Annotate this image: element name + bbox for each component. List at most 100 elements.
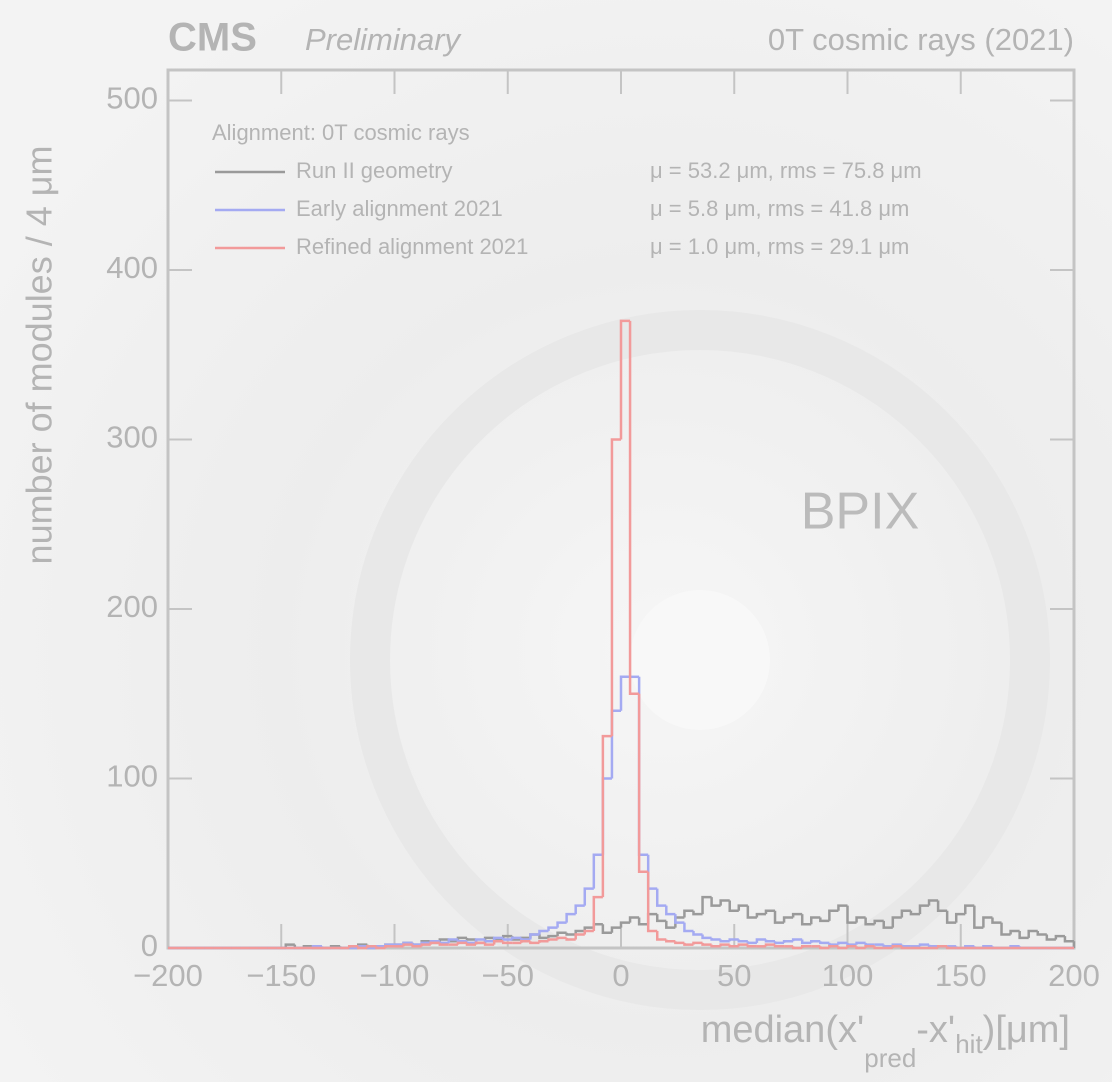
histogram-bin xyxy=(619,319,631,440)
legend-stats: μ = 1.0 μm, rms = 29.1 μm xyxy=(650,234,909,259)
histogram-bin xyxy=(692,931,703,936)
histogram-bin xyxy=(882,920,893,929)
histogram-bin xyxy=(855,941,866,945)
histogram-bin xyxy=(492,939,504,945)
histogram-bin xyxy=(773,910,785,924)
histogram-bin xyxy=(646,871,658,933)
x-tick-label: −200 xyxy=(133,958,203,993)
histogram-bin xyxy=(855,946,866,950)
histogram-bin xyxy=(619,921,631,928)
histogram-bin xyxy=(791,938,803,942)
x-label-part: )[μm] xyxy=(983,1009,1070,1051)
histogram-bin xyxy=(347,945,359,948)
histogram-bin xyxy=(891,945,902,948)
histogram-bin xyxy=(737,943,748,947)
histogram-bin xyxy=(737,904,748,911)
histogram-bin xyxy=(420,943,431,947)
histogram-bin xyxy=(637,917,649,926)
chart-subtitle: Preliminary xyxy=(305,22,463,57)
histogram-bin xyxy=(665,939,676,943)
y-tick-label: 400 xyxy=(106,250,158,285)
histogram-bin xyxy=(683,942,694,946)
histogram-bin xyxy=(746,944,757,948)
histogram-bin xyxy=(610,926,621,933)
histogram-bin xyxy=(909,910,920,916)
y-tick-label: 200 xyxy=(106,589,158,624)
histogram-bin xyxy=(791,912,803,918)
histogram-bin xyxy=(683,922,694,933)
histogram-bin xyxy=(692,941,703,945)
histogram-bin xyxy=(755,938,766,943)
histogram-bin xyxy=(954,912,966,923)
x-label-part: pred xyxy=(864,1043,916,1073)
histogram-bin xyxy=(565,932,576,936)
histogram-bin xyxy=(846,942,857,946)
legend-title: Alignment: 0T cosmic rays xyxy=(212,120,470,145)
histogram-bin xyxy=(1054,934,1065,940)
histogram-bin xyxy=(982,916,993,928)
histogram-bin xyxy=(710,897,721,907)
histogram-bin xyxy=(964,904,975,915)
histogram-bin xyxy=(1000,922,1011,936)
histogram-bin xyxy=(764,943,776,947)
histogram-bin xyxy=(665,905,676,916)
histogram-bin xyxy=(628,320,640,696)
histogram-bin xyxy=(601,924,612,934)
histogram-bin xyxy=(674,941,685,945)
histogram-bin xyxy=(1045,934,1056,941)
histogram-bin xyxy=(610,438,621,737)
legend-stats: μ = 53.2 μm, rms = 75.8 μm xyxy=(650,158,922,183)
histogram-bin xyxy=(547,934,558,938)
histogram-bin xyxy=(655,888,667,907)
histogram-bin xyxy=(710,937,721,941)
histogram-bin xyxy=(800,939,812,945)
x-axis-label: median(x'pred-x'hit)[μm] xyxy=(701,1009,1070,1073)
histogram-bin xyxy=(402,943,413,947)
histogram-bin xyxy=(1009,929,1020,935)
histogram-bin xyxy=(601,734,612,898)
histogram-bin xyxy=(529,933,540,940)
histogram-bin xyxy=(991,917,1002,924)
x-label-part: median(x' xyxy=(701,1009,865,1051)
histogram-bin xyxy=(701,942,712,946)
histogram-bin xyxy=(864,942,875,946)
histogram-bin xyxy=(873,946,884,950)
histogram-bin xyxy=(556,921,567,928)
histogram-bin xyxy=(592,853,603,889)
histogram-bin xyxy=(384,945,395,948)
histogram-bin xyxy=(846,945,857,948)
histogram-bin xyxy=(565,937,576,941)
histogram-bin xyxy=(565,912,576,923)
histogram-bin xyxy=(501,937,513,941)
histogram-bin xyxy=(655,914,667,923)
histogram-bin xyxy=(945,910,957,924)
histogram-bin xyxy=(719,939,730,943)
histogram-bin xyxy=(429,941,440,945)
histogram-bin xyxy=(791,946,803,950)
histogram-bin xyxy=(701,934,712,940)
x-label-part: -x' xyxy=(916,1009,955,1051)
histogram-bin xyxy=(864,917,875,926)
histogram-bin xyxy=(1027,929,1038,938)
x-tick-label: −150 xyxy=(246,958,316,993)
histogram-bin xyxy=(529,941,540,945)
histogram-bin xyxy=(483,942,495,946)
histogram-bin xyxy=(1036,931,1047,936)
histogram-bin xyxy=(520,937,531,941)
annotation: BPIX xyxy=(801,483,920,541)
histogram-bin xyxy=(357,946,368,950)
y-tick-label: 0 xyxy=(141,928,158,963)
legend-label: Early alignment 2021 xyxy=(296,196,503,221)
histogram-bin xyxy=(511,936,522,940)
x-tick-label: −100 xyxy=(360,958,430,993)
histogram-bin xyxy=(1063,936,1074,943)
histogram-bin xyxy=(764,939,776,943)
x-tick-label: 0 xyxy=(612,958,629,993)
histogram-bin xyxy=(927,899,939,906)
histogram-bin xyxy=(882,944,893,948)
x-label-part: hit xyxy=(955,1029,983,1059)
histogram-bin xyxy=(936,945,948,948)
histogram-bin xyxy=(728,944,739,948)
histogram-bin xyxy=(674,914,685,924)
